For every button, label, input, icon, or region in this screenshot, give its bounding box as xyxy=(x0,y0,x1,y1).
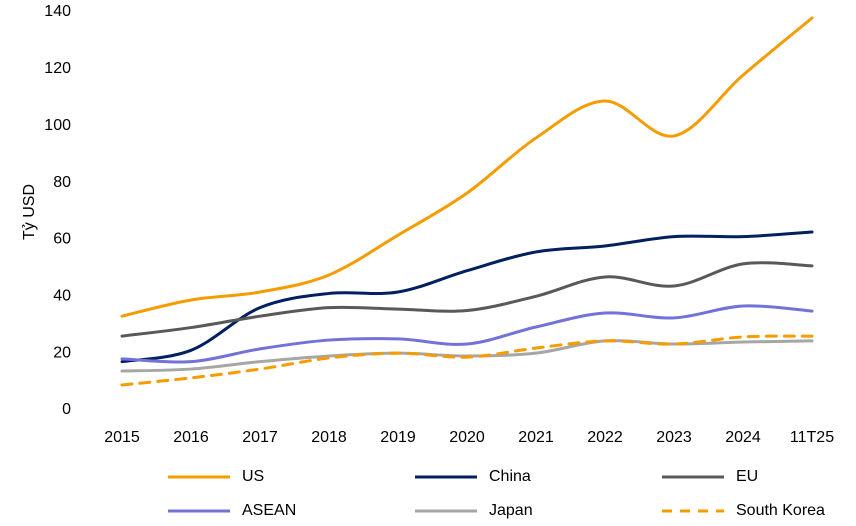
x-tick-label: 2015 xyxy=(104,429,140,446)
legend-label: US xyxy=(242,468,264,485)
x-tick-label: 2024 xyxy=(725,429,761,446)
series-line xyxy=(120,16,814,318)
y-tick-label: 40 xyxy=(53,288,71,305)
series-line xyxy=(120,230,814,364)
legend-label: South Korea xyxy=(736,502,825,519)
x-tick-label: 2020 xyxy=(449,429,485,446)
x-tick-label: 2022 xyxy=(587,429,623,446)
x-tick-label: 2023 xyxy=(656,429,692,446)
x-tick-label: 2021 xyxy=(518,429,554,446)
x-tick-label: 2018 xyxy=(311,429,347,446)
x-tick-label: 2019 xyxy=(380,429,416,446)
y-tick-label: 0 xyxy=(62,401,71,418)
y-tick-label: 80 xyxy=(53,174,71,191)
y-tick-label: 140 xyxy=(44,3,71,20)
x-tick-label: 2017 xyxy=(242,429,278,446)
x-tick-label: 11T25 xyxy=(790,429,834,446)
legend-label: China xyxy=(489,468,531,485)
y-tick-label: 100 xyxy=(44,117,71,134)
legend-label: EU xyxy=(736,468,758,485)
x-tick-label: 2016 xyxy=(173,429,209,446)
series-line xyxy=(120,334,814,387)
y-tick-label: 60 xyxy=(53,231,71,248)
y-axis-label: Tỷ USD xyxy=(21,184,38,240)
y-tick-label: 20 xyxy=(53,344,71,361)
series-line xyxy=(120,304,814,364)
series-line xyxy=(120,261,814,338)
legend-label: ASEAN xyxy=(242,502,296,519)
y-tick-label: 120 xyxy=(44,60,71,77)
legend-label: Japan xyxy=(489,502,533,519)
